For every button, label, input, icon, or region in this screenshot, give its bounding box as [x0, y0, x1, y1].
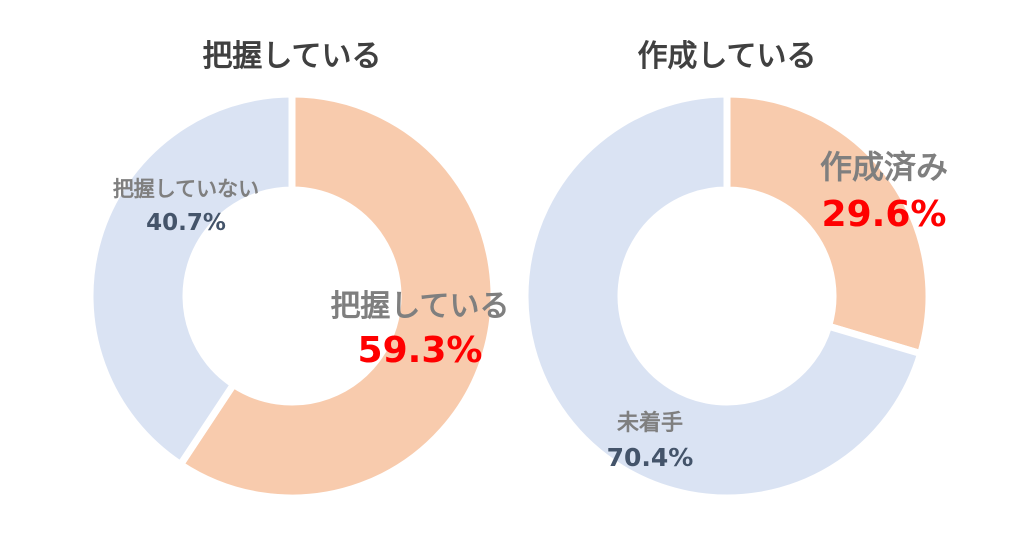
chart-2-label-michakushu: 未着手: [617, 410, 683, 436]
chart-2-value-sakusei-zumi: 29.6%: [822, 194, 947, 235]
chart-1-title: 把握している: [202, 39, 381, 74]
chart-1: 把握している 把握している 59.3% 把握していない 40.7%: [86, 39, 510, 502]
chart-2-slice-sakusei-zumi: [723, 90, 933, 358]
chart-1-label-haaku-shiteiru: 把握している: [330, 289, 509, 324]
chart-2-label-sakusei-zumi: 作成済み: [820, 148, 948, 186]
chart-1-value-haaku-shiteiru: 59.3%: [358, 330, 483, 371]
chart-2: 作成している 作成済み 29.6% 未着手 70.4%: [521, 39, 948, 502]
chart-2-title: 作成している: [637, 39, 816, 74]
chart-1-slice-haaku-shiteiru: [175, 90, 498, 502]
chart-1-slice-haaku-shiteinai: [86, 90, 296, 470]
chart-2-slice-michakushu: [521, 90, 925, 502]
chart-1-value-haaku-shiteinai: 40.7%: [146, 210, 226, 236]
chart-2-value-michakushu: 70.4%: [607, 443, 694, 472]
chart-1-label-haaku-shiteinai: 把握していない: [113, 177, 259, 201]
